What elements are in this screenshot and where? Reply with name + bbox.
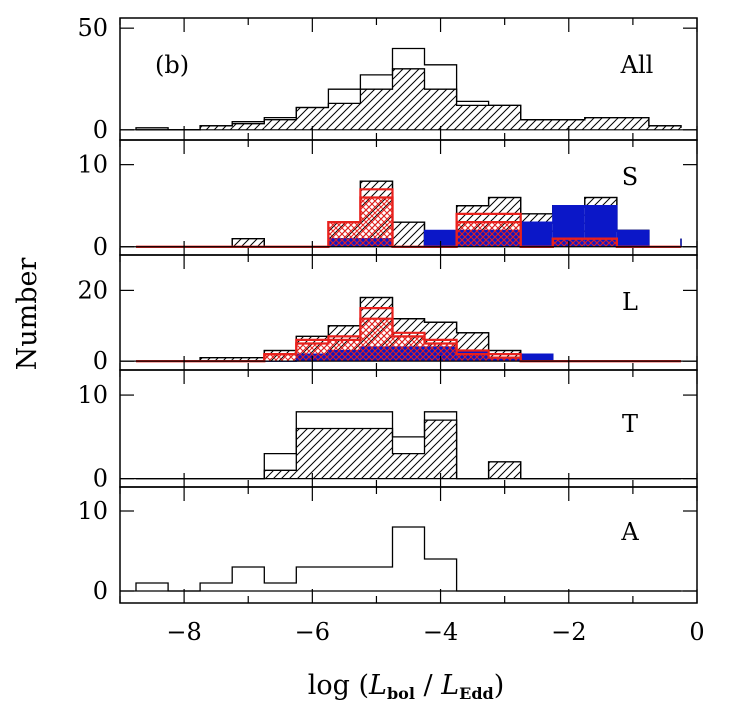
x-axis-title-num: L <box>368 670 387 701</box>
bar-hatch <box>392 222 425 247</box>
bar-red-cross <box>488 357 521 362</box>
bar-red-cross <box>296 343 329 362</box>
series-outline-all <box>135 47 682 131</box>
x-axis-title-num-sub: bol <box>387 684 415 703</box>
series-hatch-t <box>136 419 681 480</box>
y-tick-label: 10 <box>77 381 108 409</box>
bar-red-cross <box>456 222 489 247</box>
x-tick-label: −2 <box>551 618 586 646</box>
bar-hatch <box>392 453 425 479</box>
y-tick-label: 10 <box>77 151 108 179</box>
bar-hatch <box>360 428 393 479</box>
x-axis-title-den: L <box>440 670 459 701</box>
panels-layer: 0 50 All 0 10 S 0 20 L 0 10 T 0 10 A −8 −6 −4 −2 0 <box>77 14 704 646</box>
bar-hatch <box>488 350 521 362</box>
bar-red-cross <box>360 318 393 362</box>
panel-t: 0 10 T <box>77 369 698 493</box>
bar-hatch <box>392 68 425 130</box>
bar-red-cross <box>328 222 361 247</box>
bar-hatch <box>296 428 329 479</box>
bar-hatch <box>328 103 361 130</box>
bar-hatch <box>520 119 553 130</box>
panel-label: All <box>620 51 654 79</box>
bar-red-cross <box>456 354 489 362</box>
panel-s: 0 10 S <box>77 139 698 261</box>
bar-red-cross <box>328 339 361 362</box>
x-tick-label: −6 <box>295 618 330 646</box>
x-tick-label: 0 <box>689 618 704 646</box>
bar-blue <box>424 230 457 247</box>
bar-blue <box>520 222 553 247</box>
bar-hatch <box>264 119 297 130</box>
y-tick-label: 20 <box>77 276 108 304</box>
x-axis-title-prefix: log <box>308 670 350 701</box>
y-tick-label: 50 <box>77 14 108 42</box>
bar-red-cross <box>360 197 393 247</box>
bar-hatch <box>488 461 521 479</box>
x-tick-label: −4 <box>423 618 458 646</box>
y-axis-title: Number <box>12 258 43 371</box>
series-outline <box>135 47 682 131</box>
series-red-cross-l <box>136 317 681 363</box>
y-tick-label: 0 <box>93 116 108 144</box>
y-tick-label: 0 <box>93 347 108 375</box>
bar-hatch <box>328 428 361 479</box>
bar-hatch <box>232 123 265 130</box>
x-axis-title-den-sub: Edd <box>459 684 494 703</box>
bar-hatch <box>232 357 265 362</box>
bar-red-cross <box>488 222 521 247</box>
bar-blue <box>616 230 649 247</box>
y-tick-label: 0 <box>93 577 108 605</box>
bar-hatch <box>264 470 297 479</box>
x-tick-label: −8 <box>166 618 201 646</box>
bar-blue <box>520 354 553 362</box>
series-outline <box>135 526 681 592</box>
bar-hatch <box>200 125 233 130</box>
bar-hatch <box>424 420 457 479</box>
panel-l: 0 20 L <box>77 254 698 375</box>
bar-hatch <box>424 89 457 130</box>
bar-hatch <box>616 117 649 130</box>
y-tick-label: 10 <box>77 497 108 525</box>
bar-red-cross <box>584 238 617 247</box>
bar-red-cross <box>424 343 457 362</box>
y-tick-label: 0 <box>93 465 108 493</box>
panel-frame <box>119 486 698 604</box>
panel-label: T <box>622 410 638 438</box>
bar-hatch <box>648 125 681 130</box>
bar-hatch <box>552 119 585 130</box>
y-tick-label: 0 <box>93 233 108 261</box>
panel-all: 0 50 All <box>77 14 698 144</box>
bar-hatch <box>360 89 393 130</box>
panel-label: S <box>622 163 638 191</box>
series-hatch-all <box>136 68 682 131</box>
series-outline-a <box>135 526 681 592</box>
panel-label: L <box>622 288 638 316</box>
bar-hatch <box>296 107 329 130</box>
bar-hatch <box>232 238 265 247</box>
bar-red-cross <box>264 354 297 362</box>
bar-hatch <box>456 105 489 130</box>
bar-hatch <box>200 357 233 362</box>
x-axis-labels: −8 −6 −4 −2 0 <box>166 618 704 646</box>
bar-hatch <box>584 117 617 130</box>
x-axis-title: log (Lbol / LEdd) <box>308 670 505 703</box>
panel-a: 0 10 A <box>77 486 698 605</box>
bar-hatch <box>488 105 521 130</box>
figure-label: (b) <box>155 51 189 79</box>
x-axis-title-slash: / <box>424 670 434 701</box>
panel-label: A <box>620 518 639 546</box>
bar-red-cross <box>392 336 425 362</box>
